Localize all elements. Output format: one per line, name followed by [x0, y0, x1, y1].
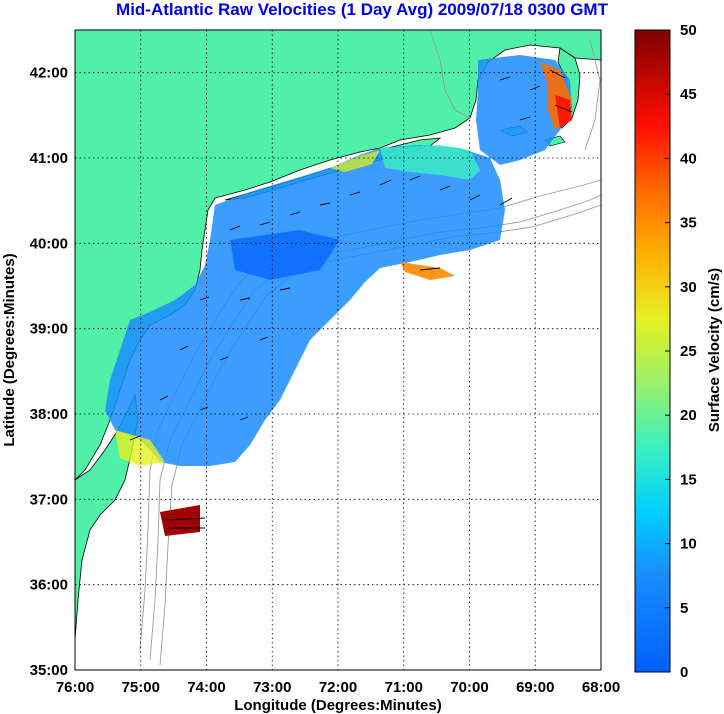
colorbar-tick-label: 45 [680, 86, 697, 103]
y-tick-label: 41:00 [30, 150, 68, 167]
velocity-patch-orange-shelf [400, 262, 455, 280]
y-tick-label: 39:00 [30, 321, 68, 338]
colorbar-tick-label: 20 [680, 407, 697, 424]
x-tick-label: 69:00 [516, 679, 554, 696]
y-tick-label: 36:00 [30, 577, 68, 594]
x-tick-label: 74:00 [187, 679, 225, 696]
x-tick-label: 68:00 [582, 679, 620, 696]
x-axis-ticks: 76:00 75:00 74:00 73:00 72:00 71:00 70:00 69:00… [56, 679, 620, 696]
x-tick-label: 72:00 [319, 679, 357, 696]
y-tick-label: 37:00 [30, 491, 68, 508]
y-tick-label: 38:00 [30, 406, 68, 423]
colorbar-tick-label: 35 [680, 215, 697, 232]
grid-lines [75, 30, 601, 670]
x-tick-label: 75:00 [122, 679, 160, 696]
y-tick-label: 35:00 [30, 662, 68, 679]
velocity-coverage-main [105, 145, 505, 466]
y-axis-label: Latitude (Degrees:Minutes) [1, 253, 18, 446]
velocity-patch-red-ne [555, 95, 572, 128]
map-title: Mid-Atlantic Raw Velocities (1 Day Avg) … [116, 0, 608, 19]
colorbar-tick-label: 15 [680, 471, 697, 488]
colorbar-tick-label: 50 [680, 22, 697, 39]
colorbar [634, 29, 671, 673]
velocity-field [105, 55, 572, 536]
x-tick-label: 71:00 [385, 679, 423, 696]
velocity-patch-yellow-north [330, 150, 380, 172]
x-axis-label: Longitude (Degrees:Minutes) [234, 697, 442, 714]
x-tick-label: 73:00 [253, 679, 291, 696]
velocity-patch-darkblue [230, 230, 340, 280]
colorbar-label: Surface Velocity (cm/s) [706, 268, 723, 432]
colorbar-ticks: 0 5 10 15 20 25 30 35 40 45 50 [665, 22, 697, 681]
y-axis-ticks: 35:00 36:00 37:00 38:00 39:00 40:00 41:00 42:00 [30, 65, 68, 679]
velocity-vectors [129, 69, 573, 529]
colorbar-tick-label: 5 [680, 600, 688, 617]
colorbar-tick-label: 10 [680, 536, 697, 553]
colorbar-tick-label: 25 [680, 343, 697, 360]
velocity-patch-cyan [380, 145, 480, 180]
x-tick-label: 70:00 [450, 679, 488, 696]
x-tick-label: 76:00 [56, 679, 94, 696]
colorbar-tick-label: 0 [680, 664, 688, 681]
plot-frame [74, 29, 602, 671]
y-tick-label: 40:00 [30, 235, 68, 252]
colorbar-tick-label: 40 [680, 150, 697, 167]
velocity-patch-yellow-south [115, 430, 165, 466]
colorbar-tick-label: 30 [680, 279, 697, 296]
y-tick-label: 42:00 [30, 65, 68, 82]
